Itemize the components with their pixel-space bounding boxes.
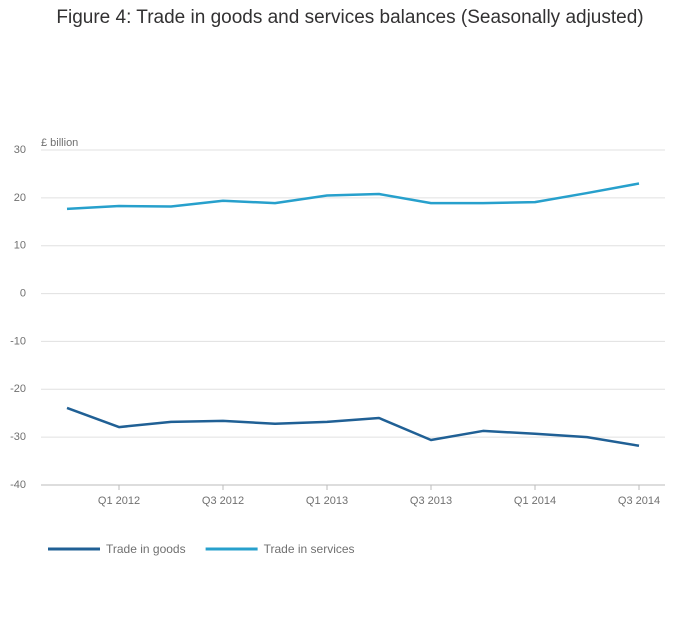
x-tick-label: Q1 2012: [98, 495, 140, 507]
y-tick-label: -30: [10, 431, 26, 443]
y-tick-label: 30: [14, 144, 26, 156]
y-tick-label: 20: [14, 192, 26, 204]
y-tick-label: 0: [20, 287, 26, 299]
y-tick-label: -20: [10, 383, 26, 395]
x-tick-label: Q3 2014: [618, 495, 660, 507]
chart-title: Figure 4: Trade in goods and services ba…: [56, 7, 643, 28]
y-tick-label: 10: [14, 240, 26, 252]
legend-label: Trade in services: [264, 542, 355, 556]
y-tick-label: -40: [10, 479, 26, 491]
series-line: [66, 406, 640, 447]
legend-label: Trade in goods: [106, 542, 186, 556]
x-tick-label: Q1 2013: [306, 495, 348, 507]
x-tick-label: Q3 2012: [202, 495, 244, 507]
series-line: [66, 182, 640, 211]
y-tick-label: -10: [10, 335, 26, 347]
x-tick-label: Q1 2014: [514, 495, 556, 507]
y-axis-label: £ billion: [41, 137, 78, 149]
x-tick-label: Q3 2013: [410, 495, 452, 507]
